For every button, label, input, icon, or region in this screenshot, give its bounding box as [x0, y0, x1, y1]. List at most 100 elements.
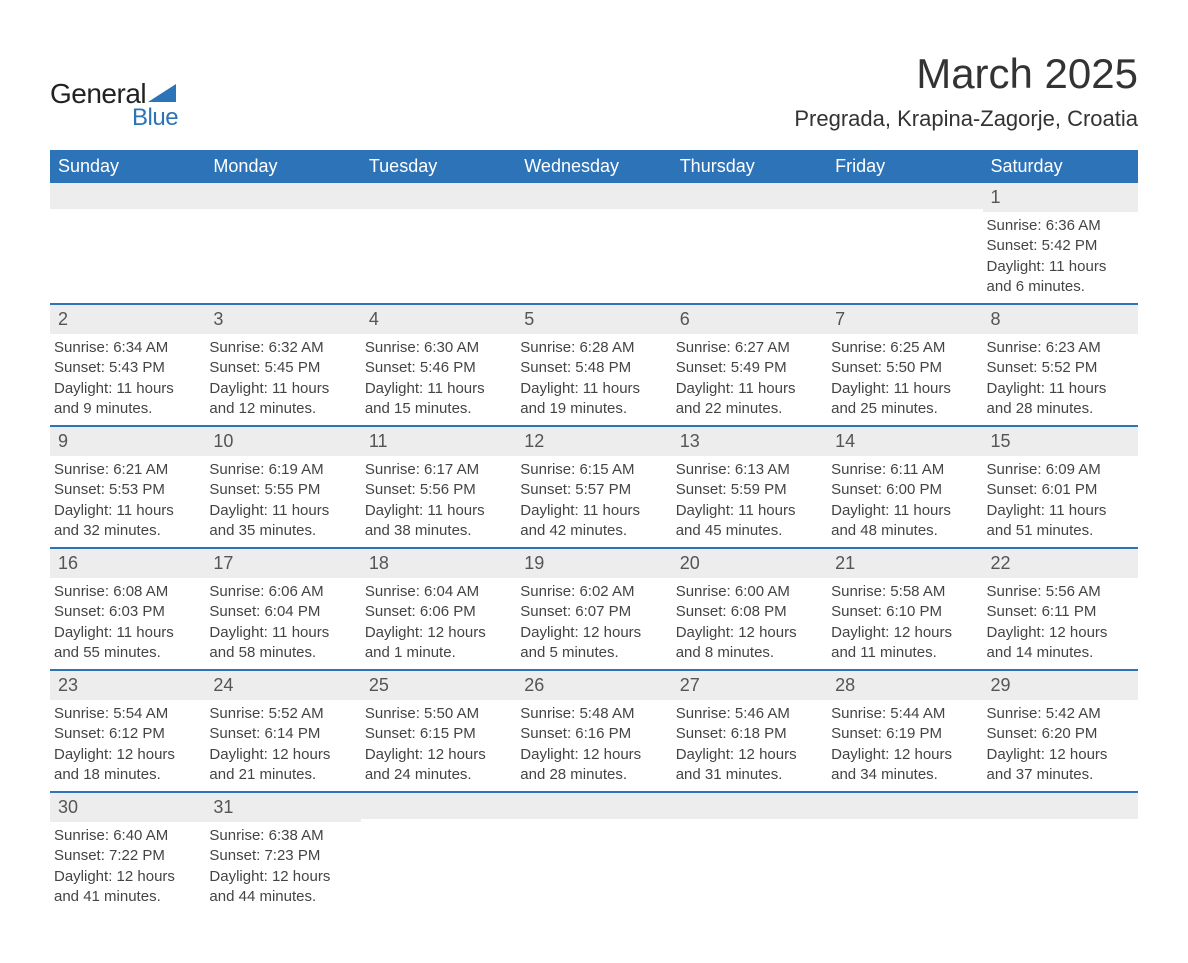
day-number — [516, 793, 671, 819]
day-data — [827, 209, 982, 281]
sunset-text: Sunset: 5:45 PM — [209, 358, 352, 378]
sunset-text: Sunset: 6:03 PM — [54, 602, 197, 622]
sunrise-text: Sunrise: 6:28 AM — [520, 338, 663, 358]
sunrise-text: Sunrise: 6:27 AM — [676, 338, 819, 358]
month-title: March 2025 — [794, 50, 1138, 98]
sunrise-text: Sunrise: 5:48 AM — [520, 704, 663, 724]
sunset-text: Sunset: 5:53 PM — [54, 480, 197, 500]
day-data: Sunrise: 6:00 AMSunset: 6:08 PMDaylight:… — [672, 578, 827, 669]
daylight-text: Daylight: 12 hours and 37 minutes. — [987, 745, 1130, 786]
calendar-day-cell: 26Sunrise: 5:48 AMSunset: 6:16 PMDayligh… — [516, 670, 671, 792]
calendar-week-row: 30Sunrise: 6:40 AMSunset: 7:22 PMDayligh… — [50, 792, 1138, 913]
title-block: March 2025 Pregrada, Krapina-Zagorje, Cr… — [794, 50, 1138, 132]
calendar-day-cell: 12Sunrise: 6:15 AMSunset: 5:57 PMDayligh… — [516, 426, 671, 548]
day-number: 7 — [827, 305, 982, 334]
day-data: Sunrise: 6:25 AMSunset: 5:50 PMDaylight:… — [827, 334, 982, 425]
calendar-day-cell: 13Sunrise: 6:13 AMSunset: 5:59 PMDayligh… — [672, 426, 827, 548]
sunset-text: Sunset: 5:48 PM — [520, 358, 663, 378]
day-data — [205, 209, 360, 281]
day-data: Sunrise: 6:28 AMSunset: 5:48 PMDaylight:… — [516, 334, 671, 425]
sunset-text: Sunset: 7:23 PM — [209, 846, 352, 866]
sunrise-text: Sunrise: 6:13 AM — [676, 460, 819, 480]
day-data — [50, 209, 205, 281]
daylight-text: Daylight: 11 hours and 51 minutes. — [987, 501, 1130, 542]
sunrise-text: Sunrise: 6:04 AM — [365, 582, 508, 602]
daylight-text: Daylight: 11 hours and 25 minutes. — [831, 379, 974, 420]
calendar-day-cell: 21Sunrise: 5:58 AMSunset: 6:10 PMDayligh… — [827, 548, 982, 670]
daylight-text: Daylight: 12 hours and 44 minutes. — [209, 867, 352, 908]
logo-triangle-icon — [148, 84, 176, 102]
day-number — [361, 793, 516, 819]
sunrise-text: Sunrise: 6:02 AM — [520, 582, 663, 602]
day-number: 2 — [50, 305, 205, 334]
calendar-day-cell — [672, 792, 827, 913]
sunrise-text: Sunrise: 6:40 AM — [54, 826, 197, 846]
daylight-text: Daylight: 12 hours and 41 minutes. — [54, 867, 197, 908]
day-number: 5 — [516, 305, 671, 334]
weekday-header: Tuesday — [361, 150, 516, 183]
calendar-day-cell — [361, 792, 516, 913]
day-number: 14 — [827, 427, 982, 456]
logo-text-blue: Blue — [132, 104, 178, 132]
day-number: 22 — [983, 549, 1138, 578]
sunrise-text: Sunrise: 5:44 AM — [831, 704, 974, 724]
day-data — [516, 209, 671, 281]
day-data — [983, 819, 1138, 891]
day-data: Sunrise: 5:44 AMSunset: 6:19 PMDaylight:… — [827, 700, 982, 791]
calendar-day-cell — [516, 183, 671, 304]
calendar-week-row: 2Sunrise: 6:34 AMSunset: 5:43 PMDaylight… — [50, 304, 1138, 426]
weekday-header: Saturday — [983, 150, 1138, 183]
sunrise-text: Sunrise: 6:38 AM — [209, 826, 352, 846]
sunset-text: Sunset: 6:01 PM — [987, 480, 1130, 500]
day-data: Sunrise: 6:27 AMSunset: 5:49 PMDaylight:… — [672, 334, 827, 425]
day-data: Sunrise: 6:11 AMSunset: 6:00 PMDaylight:… — [827, 456, 982, 547]
sunset-text: Sunset: 6:11 PM — [987, 602, 1130, 622]
day-data: Sunrise: 6:40 AMSunset: 7:22 PMDaylight:… — [50, 822, 205, 913]
calendar-day-cell: 15Sunrise: 6:09 AMSunset: 6:01 PMDayligh… — [983, 426, 1138, 548]
day-data: Sunrise: 6:13 AMSunset: 5:59 PMDaylight:… — [672, 456, 827, 547]
sunset-text: Sunset: 6:12 PM — [54, 724, 197, 744]
sunrise-text: Sunrise: 6:06 AM — [209, 582, 352, 602]
day-data — [361, 819, 516, 891]
daylight-text: Daylight: 12 hours and 18 minutes. — [54, 745, 197, 786]
day-number: 8 — [983, 305, 1138, 334]
calendar-day-cell: 10Sunrise: 6:19 AMSunset: 5:55 PMDayligh… — [205, 426, 360, 548]
day-data: Sunrise: 6:08 AMSunset: 6:03 PMDaylight:… — [50, 578, 205, 669]
sunset-text: Sunset: 5:55 PM — [209, 480, 352, 500]
day-data: Sunrise: 5:52 AMSunset: 6:14 PMDaylight:… — [205, 700, 360, 791]
daylight-text: Daylight: 11 hours and 48 minutes. — [831, 501, 974, 542]
sunset-text: Sunset: 6:08 PM — [676, 602, 819, 622]
calendar-day-cell: 23Sunrise: 5:54 AMSunset: 6:12 PMDayligh… — [50, 670, 205, 792]
day-number: 24 — [205, 671, 360, 700]
page-header: General Blue March 2025 Pregrada, Krapin… — [50, 50, 1138, 132]
location-subtitle: Pregrada, Krapina-Zagorje, Croatia — [794, 106, 1138, 132]
day-number: 21 — [827, 549, 982, 578]
calendar-day-cell — [827, 792, 982, 913]
day-number: 9 — [50, 427, 205, 456]
day-number: 31 — [205, 793, 360, 822]
daylight-text: Daylight: 11 hours and 28 minutes. — [987, 379, 1130, 420]
sunrise-text: Sunrise: 6:25 AM — [831, 338, 974, 358]
daylight-text: Daylight: 11 hours and 15 minutes. — [365, 379, 508, 420]
calendar-day-cell: 17Sunrise: 6:06 AMSunset: 6:04 PMDayligh… — [205, 548, 360, 670]
sunset-text: Sunset: 6:20 PM — [987, 724, 1130, 744]
daylight-text: Daylight: 11 hours and 35 minutes. — [209, 501, 352, 542]
day-number: 27 — [672, 671, 827, 700]
day-number — [672, 793, 827, 819]
sunset-text: Sunset: 6:10 PM — [831, 602, 974, 622]
calendar-week-row: 9Sunrise: 6:21 AMSunset: 5:53 PMDaylight… — [50, 426, 1138, 548]
calendar-day-cell: 16Sunrise: 6:08 AMSunset: 6:03 PMDayligh… — [50, 548, 205, 670]
calendar-day-cell: 22Sunrise: 5:56 AMSunset: 6:11 PMDayligh… — [983, 548, 1138, 670]
sunrise-text: Sunrise: 5:50 AM — [365, 704, 508, 724]
daylight-text: Daylight: 11 hours and 42 minutes. — [520, 501, 663, 542]
day-data: Sunrise: 5:56 AMSunset: 6:11 PMDaylight:… — [983, 578, 1138, 669]
day-data: Sunrise: 6:30 AMSunset: 5:46 PMDaylight:… — [361, 334, 516, 425]
sunrise-text: Sunrise: 6:32 AM — [209, 338, 352, 358]
daylight-text: Daylight: 11 hours and 12 minutes. — [209, 379, 352, 420]
day-data: Sunrise: 6:34 AMSunset: 5:43 PMDaylight:… — [50, 334, 205, 425]
daylight-text: Daylight: 12 hours and 24 minutes. — [365, 745, 508, 786]
day-data: Sunrise: 6:09 AMSunset: 6:01 PMDaylight:… — [983, 456, 1138, 547]
logo: General Blue — [50, 78, 178, 132]
daylight-text: Daylight: 12 hours and 31 minutes. — [676, 745, 819, 786]
sunrise-text: Sunrise: 6:15 AM — [520, 460, 663, 480]
